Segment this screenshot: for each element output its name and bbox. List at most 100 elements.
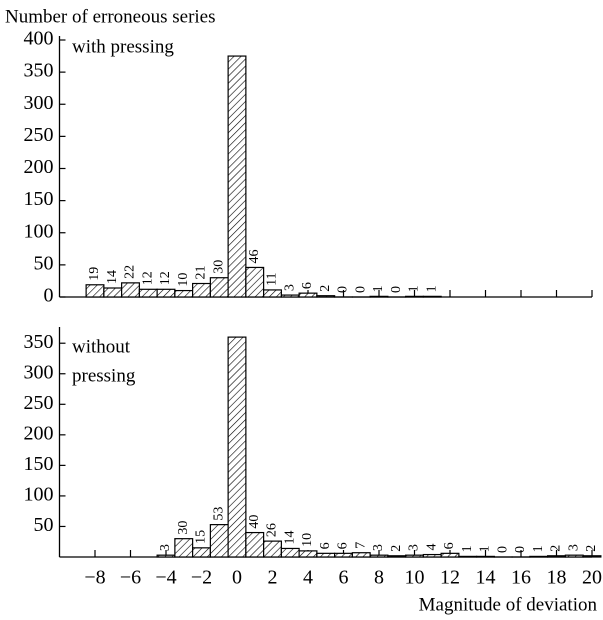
data-label: 10 [300,533,315,547]
bar [85,284,105,298]
data-label: 6 [442,542,457,549]
y-tick-label: 350 [24,60,54,82]
bar [458,555,478,558]
bar [227,336,247,558]
bar [103,287,123,298]
bar [369,295,389,298]
bar [156,288,176,298]
data-label: 3 [158,544,173,551]
x-tick-label: −8 [84,567,105,589]
data-label: 0 [495,546,510,553]
bar [405,295,424,298]
data-label: 10 [176,273,191,287]
data-label: 30 [176,521,191,535]
bar [174,289,194,298]
data-label: 0 [389,286,404,293]
data-label: 3 [566,544,581,551]
y-tick-label: 200 [24,156,54,178]
bar [298,550,318,558]
y-tick-label: 250 [24,392,54,414]
x-tick-label: −4 [155,567,176,589]
bar [369,554,389,558]
bar [280,294,300,298]
data-label: 15 [194,530,209,544]
data-label: 0 [336,286,351,293]
data-label: 0 [353,286,368,293]
bar [209,277,229,298]
data-label: 46 [247,249,262,263]
y-tick-label: 200 [24,422,54,444]
y-tick-label: 100 [24,484,54,506]
data-label: 12 [158,271,173,285]
x-tick-label: −2 [191,567,212,589]
y-tick-label: 50 [34,514,54,536]
data-label: 2 [389,545,404,552]
x-axis-title: Magnitude of deviation [419,594,598,615]
bar [529,555,549,558]
bar [476,555,495,558]
y-tick-label: 150 [24,453,54,475]
x-tick-label: 18 [547,567,567,589]
bar [263,540,282,558]
x-tick-label: 16 [511,567,531,589]
bar [547,555,566,558]
data-label: 7 [353,542,368,549]
data-label: 21 [194,266,209,280]
data-label: 4 [424,544,439,551]
data-label: 2 [549,545,564,552]
data-label: 3 [282,284,297,291]
annotation: with pressing [72,36,174,57]
data-label: 1 [371,285,386,292]
data-label: 12 [140,271,155,285]
bar [422,295,442,298]
data-label: 14 [282,530,297,544]
data-label: 0 [513,546,528,553]
data-label: 11 [265,272,280,285]
data-label: 1 [460,545,475,552]
y-tick-label: 0 [44,285,54,307]
bar [138,288,158,298]
y-tick-label: 100 [24,220,54,242]
data-label: 2 [318,285,333,292]
bar [156,554,176,558]
x-tick-label: 10 [405,567,425,589]
bar [582,555,602,558]
x-tick-label: 4 [303,567,313,589]
x-tick-label: 12 [440,567,460,589]
bar [192,282,211,298]
bar [422,553,442,558]
data-label: 6 [336,542,351,549]
bar [316,295,336,298]
bar [316,552,336,558]
data-label: 30 [211,260,226,274]
annotation: pressing [72,365,136,386]
data-label: 1 [424,285,439,292]
x-tick-label: 2 [268,567,278,589]
bar [564,554,584,558]
x-tick-label: −6 [120,567,141,589]
bar [245,266,265,298]
data-label: 14 [105,270,120,284]
bar [387,555,407,558]
data-label: 1 [478,545,493,552]
bar [280,547,300,558]
annotation: without [72,336,131,357]
bar [298,292,318,298]
data-label: 40 [247,515,262,529]
bar [440,552,460,558]
data-label: 22 [123,265,138,279]
y-tick-label: 300 [24,92,54,114]
bar [121,282,140,298]
x-tick-label: 6 [339,567,349,589]
bar [174,538,194,558]
x-tick-label: 14 [476,567,496,589]
data-label: 19 [87,267,102,281]
bar [245,531,265,558]
y-tick-label: 50 [34,252,54,274]
x-tick-label: 8 [374,567,384,589]
bar [263,289,282,298]
bar [334,552,353,558]
y-tick-label: 150 [24,188,54,210]
bar [351,552,371,558]
